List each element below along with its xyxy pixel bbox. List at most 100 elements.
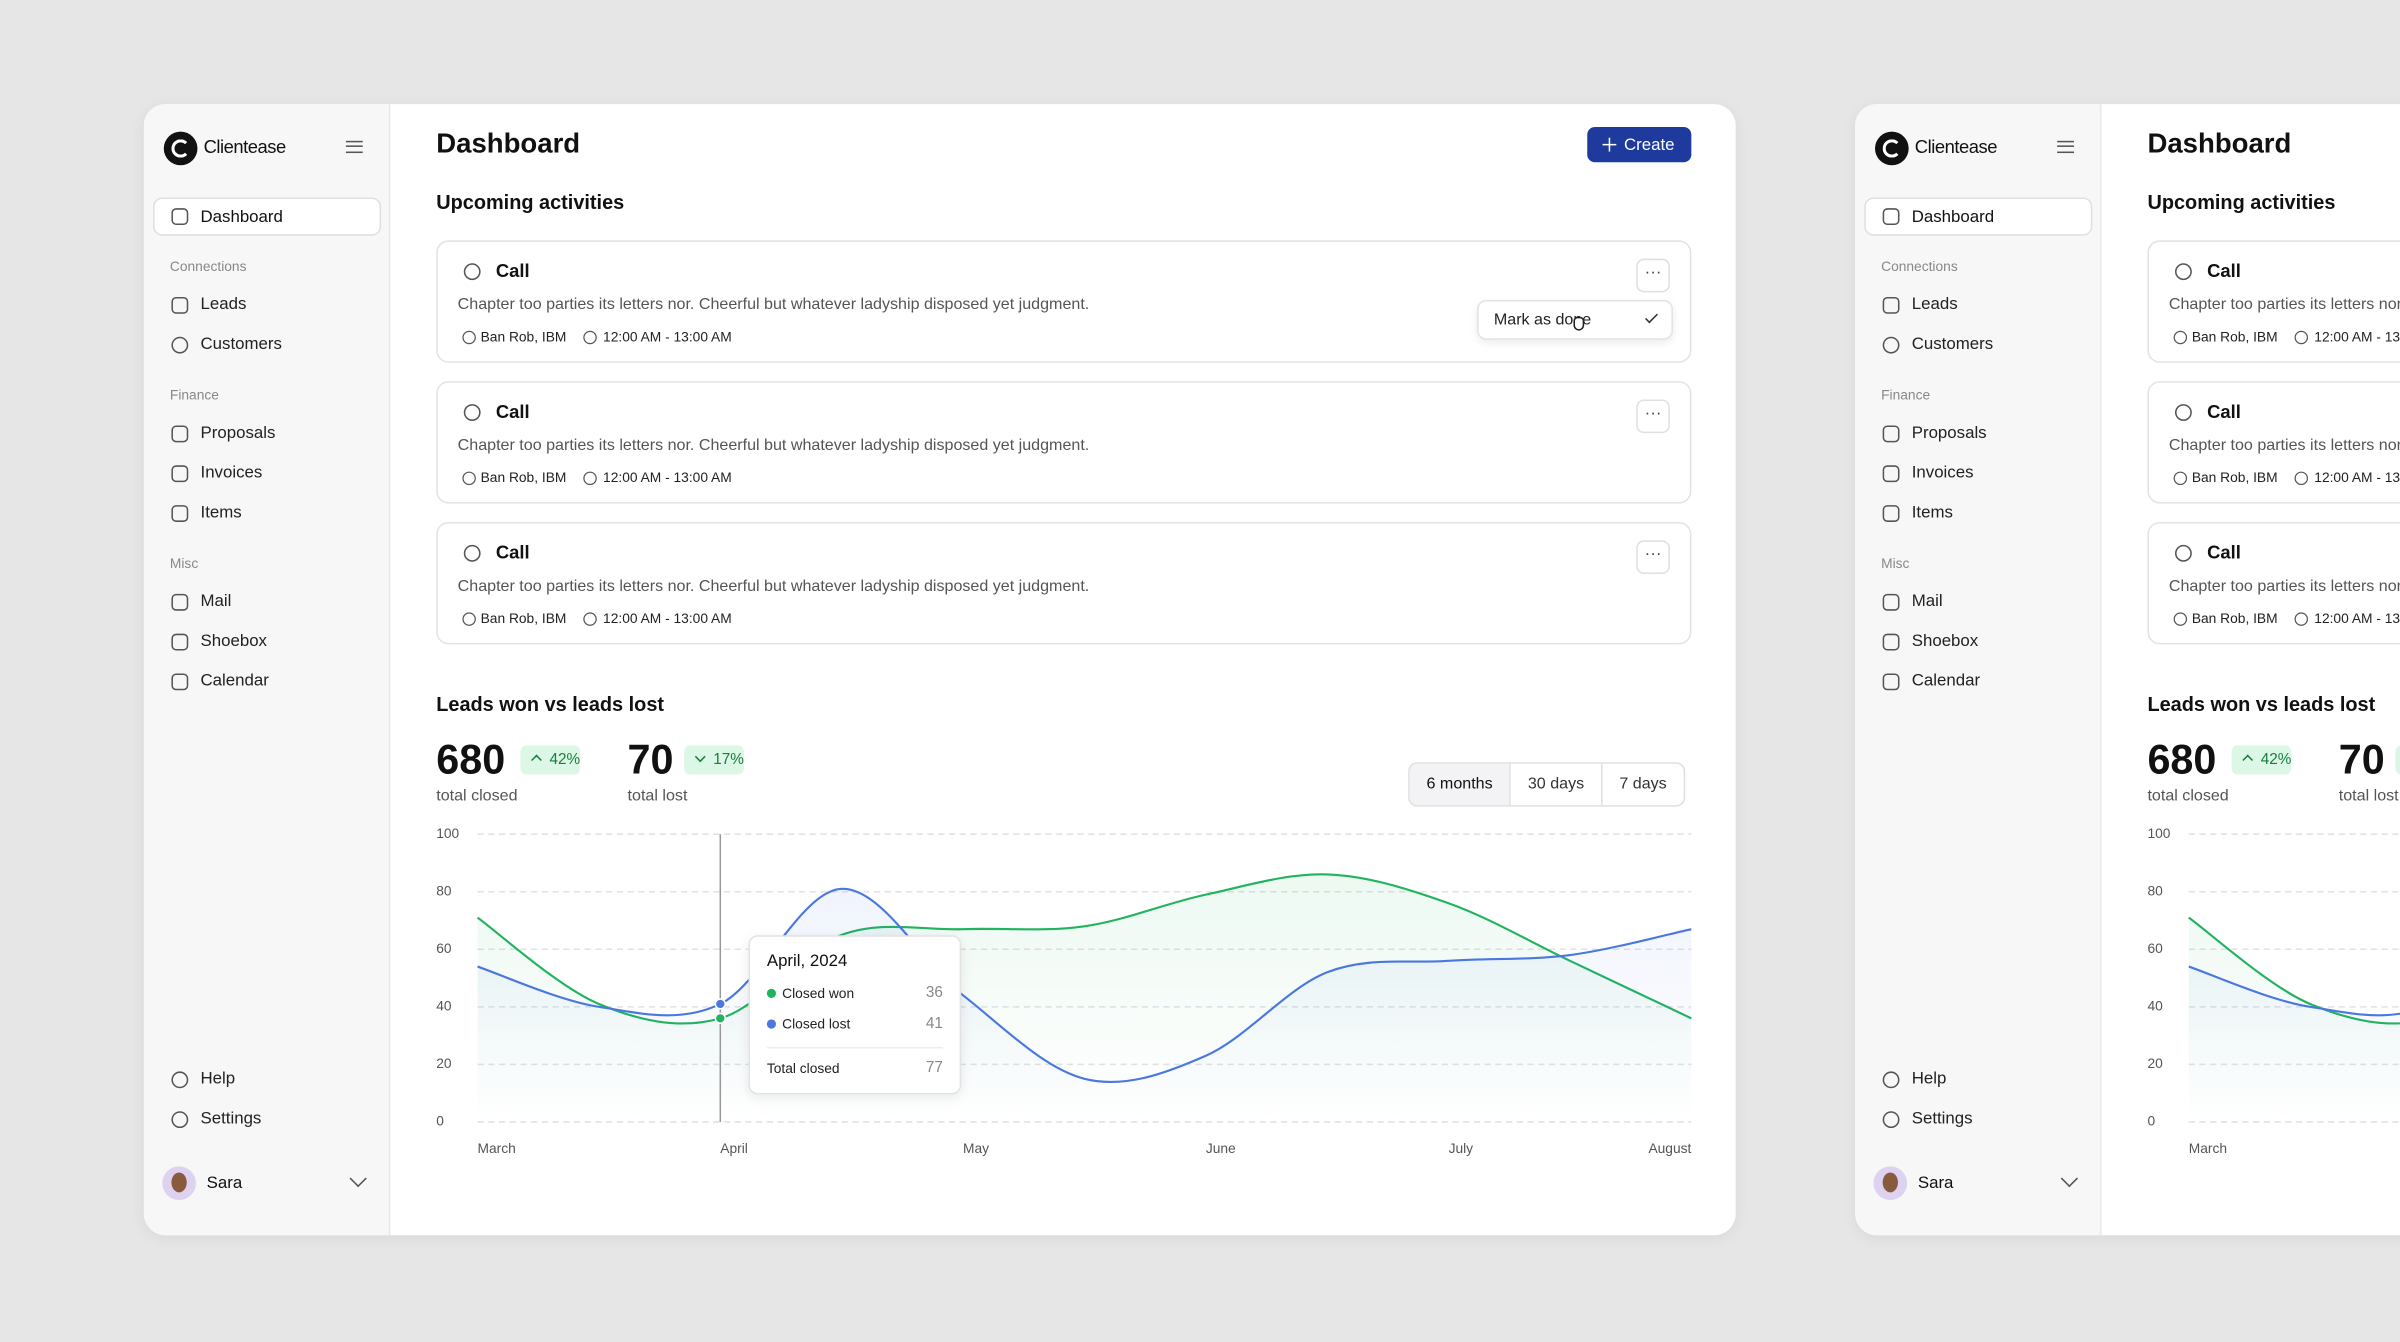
stat-value: 70 xyxy=(627,736,674,783)
app-window: Clientease Dashboard Connections Leads Custo… xyxy=(143,104,1736,1236)
stat-value: 70 xyxy=(2338,736,2385,783)
series-area xyxy=(477,874,1692,1122)
page-title: Dashboard xyxy=(436,127,581,159)
section-heading: Leads won vs leads lost xyxy=(2147,692,2376,716)
y-tick-label: 40 xyxy=(436,998,452,1013)
y-tick-label: 20 xyxy=(2147,1056,2163,1071)
icon xyxy=(1882,672,1900,690)
series-area xyxy=(2188,917,2400,1122)
nav-item[interactable]: Customers xyxy=(200,335,282,354)
nav-item[interactable]: Mail xyxy=(200,592,232,611)
change-badge: 42% xyxy=(520,745,581,775)
hover-point xyxy=(714,1012,726,1025)
range-selector: 6 months 30 days 7 days xyxy=(1408,762,1686,807)
nav-item[interactable]: Calendar xyxy=(1911,671,1981,691)
activity-description: Chapter too parties its letters nor. Che… xyxy=(457,577,1090,596)
series-area xyxy=(477,888,1692,1122)
create-button[interactable]: Create xyxy=(1587,127,1692,163)
logo-inner xyxy=(171,139,190,158)
activity-type: Call xyxy=(2207,260,2241,282)
range-option[interactable]: 6 months xyxy=(1409,763,1510,806)
y-tick-label: 20 xyxy=(436,1056,452,1071)
icon xyxy=(463,262,481,280)
icon xyxy=(1882,593,1900,610)
nav-item-active[interactable]: Dashboard xyxy=(1864,197,2093,236)
stat-value: 680 xyxy=(2147,736,2217,783)
section-title: Connections xyxy=(1881,258,1958,274)
nav-item[interactable]: Calendar xyxy=(200,671,269,691)
more-button[interactable]: ··· xyxy=(1636,399,1670,434)
menu-toggle[interactable] xyxy=(2057,140,2074,154)
icon xyxy=(171,424,189,442)
plus-icon xyxy=(1602,137,1617,152)
icon xyxy=(171,504,189,522)
series-line xyxy=(477,887,1692,1083)
section-title: Misc xyxy=(169,555,199,571)
stat-label: total lost xyxy=(627,786,688,806)
icon xyxy=(1882,296,1900,314)
nav-item[interactable]: Proposals xyxy=(1911,423,1987,443)
icon xyxy=(1882,208,1900,225)
menu-toggle[interactable] xyxy=(345,140,363,154)
nav-item-active[interactable]: Dashboard xyxy=(153,197,382,236)
activity-person: Ban Rob, IBM xyxy=(480,469,567,486)
brand: Clientease xyxy=(1914,136,1998,158)
icon xyxy=(583,611,597,626)
nav-item[interactable]: Items xyxy=(200,503,242,522)
section-title: Connections xyxy=(169,258,247,274)
legend-dot xyxy=(766,988,777,998)
cursor xyxy=(1573,316,1585,331)
nav-item[interactable]: Help xyxy=(1911,1069,1947,1089)
activity-time: 12:00 AM - 13:00 AM xyxy=(2314,329,2400,345)
avatar-face xyxy=(171,1172,187,1193)
icon xyxy=(463,544,481,561)
icon xyxy=(1882,1110,1900,1128)
menu-item[interactable]: Mark as done xyxy=(1493,310,1592,330)
total-label: Total closed xyxy=(766,1060,840,1077)
nav-item[interactable]: Mail xyxy=(1911,592,1943,611)
icon xyxy=(171,672,189,690)
nav-item[interactable]: Invoices xyxy=(1911,463,1974,483)
activity-time: 12:00 AM - 13:00 AM xyxy=(603,329,732,345)
nav-item[interactable]: Settings xyxy=(1911,1109,1973,1129)
icon xyxy=(1882,1070,1900,1088)
chevron[interactable] xyxy=(2060,1169,2079,1188)
nav-item[interactable]: Settings xyxy=(200,1109,262,1129)
chevron[interactable] xyxy=(349,1169,367,1188)
nav-item[interactable]: Shoebox xyxy=(1911,632,1979,651)
range-option[interactable]: 30 days xyxy=(1509,763,1601,806)
x-tick-label: August xyxy=(1648,1141,1691,1156)
nav-item[interactable]: Shoebox xyxy=(200,632,267,651)
icon xyxy=(583,329,597,344)
nav-item[interactable]: Help xyxy=(200,1069,236,1089)
icon xyxy=(171,335,189,353)
icon xyxy=(171,593,189,610)
y-tick-label: 60 xyxy=(436,941,452,956)
section-title: Finance xyxy=(1881,387,1931,403)
nav-item[interactable]: Customers xyxy=(1911,335,1994,354)
icon xyxy=(2294,611,2309,626)
change-badge: 17% xyxy=(684,745,744,775)
icon xyxy=(171,1110,189,1128)
nav-item[interactable]: Items xyxy=(1911,503,1953,522)
more-button[interactable]: ··· xyxy=(1636,540,1670,574)
activity-person: Ban Rob, IBM xyxy=(480,329,567,345)
nav-item[interactable]: Leads xyxy=(200,295,247,314)
range-option[interactable]: 7 days xyxy=(1600,763,1684,806)
more-button[interactable]: ··· xyxy=(1636,258,1670,293)
icon xyxy=(1882,464,1900,482)
nav-item[interactable]: Proposals xyxy=(200,423,276,443)
nav-item[interactable]: Invoices xyxy=(200,463,263,483)
user-name[interactable]: Sara xyxy=(206,1173,243,1193)
section-title: Misc xyxy=(1881,555,1910,571)
nav-item[interactable]: Leads xyxy=(1911,295,1958,314)
icon xyxy=(1882,335,1900,353)
stat-value: 680 xyxy=(436,736,506,783)
activity-card: Call Chapter too parties its letters nor.… xyxy=(2147,240,2400,363)
user-name[interactable]: Sara xyxy=(1917,1173,1954,1193)
icon xyxy=(2174,403,2192,421)
y-tick-label: 80 xyxy=(2147,883,2163,898)
divider xyxy=(766,1046,943,1049)
activity-person: Ban Rob, IBM xyxy=(2191,610,2278,627)
logo-inner xyxy=(1882,139,1902,158)
